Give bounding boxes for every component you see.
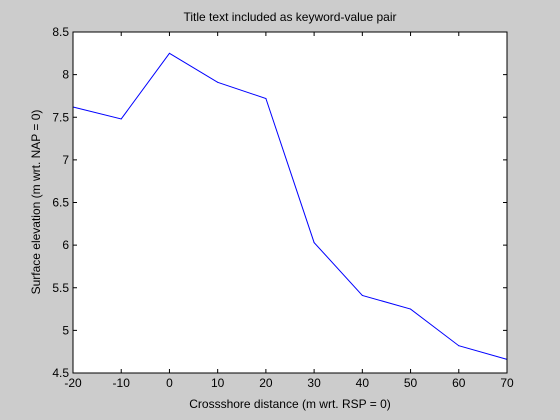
y-tick-label: 5: [62, 323, 69, 337]
series-layer: [72, 52, 508, 360]
y-tick-label: 7: [62, 153, 69, 167]
axes-background: [73, 32, 507, 373]
x-axis-title: Crossshore distance (m wrt. RSP = 0): [189, 397, 391, 411]
data-point: [265, 97, 267, 99]
data-point: [120, 118, 122, 120]
chart-title: Title text included as keyword-value pai…: [184, 10, 397, 24]
x-tick-label: 0: [166, 376, 173, 390]
x-tick-label: -20: [64, 376, 82, 390]
axes-box: [72, 31, 508, 374]
tick-labels-layer: -20 -10 0 10 20 30 40 50 60 70 4.5 5 5.5 6 6.5 7 7.5 8 8.5: [52, 25, 514, 390]
x-tick-label: 70: [500, 376, 514, 390]
x-tick-label: 50: [404, 376, 418, 390]
x-tick-label: 30: [307, 376, 321, 390]
data-point: [168, 52, 170, 54]
y-tick-label: 4.5: [52, 366, 69, 380]
data-point: [458, 345, 460, 347]
y-tick-label: 7.5: [52, 110, 69, 124]
x-tick-label: 20: [259, 376, 273, 390]
y-tick-label: 6.5: [52, 196, 69, 210]
x-tick-label: 40: [356, 376, 370, 390]
y-tick-label: 8: [62, 68, 69, 82]
y-tick-label: 8.5: [52, 25, 69, 39]
data-point: [410, 308, 412, 310]
data-point: [361, 294, 363, 296]
series-line: [72, 52, 508, 360]
y-axis-title: Surface elevation (m wrt. NAP = 0): [29, 110, 43, 295]
data-point: [217, 81, 219, 83]
x-tick-label: 60: [452, 376, 466, 390]
x-tick-label: -10: [113, 376, 131, 390]
x-tick-label: 10: [211, 376, 225, 390]
y-tick-label: 5.5: [52, 281, 69, 295]
y-tick-label: 6: [62, 238, 69, 252]
data-point: [313, 242, 315, 244]
